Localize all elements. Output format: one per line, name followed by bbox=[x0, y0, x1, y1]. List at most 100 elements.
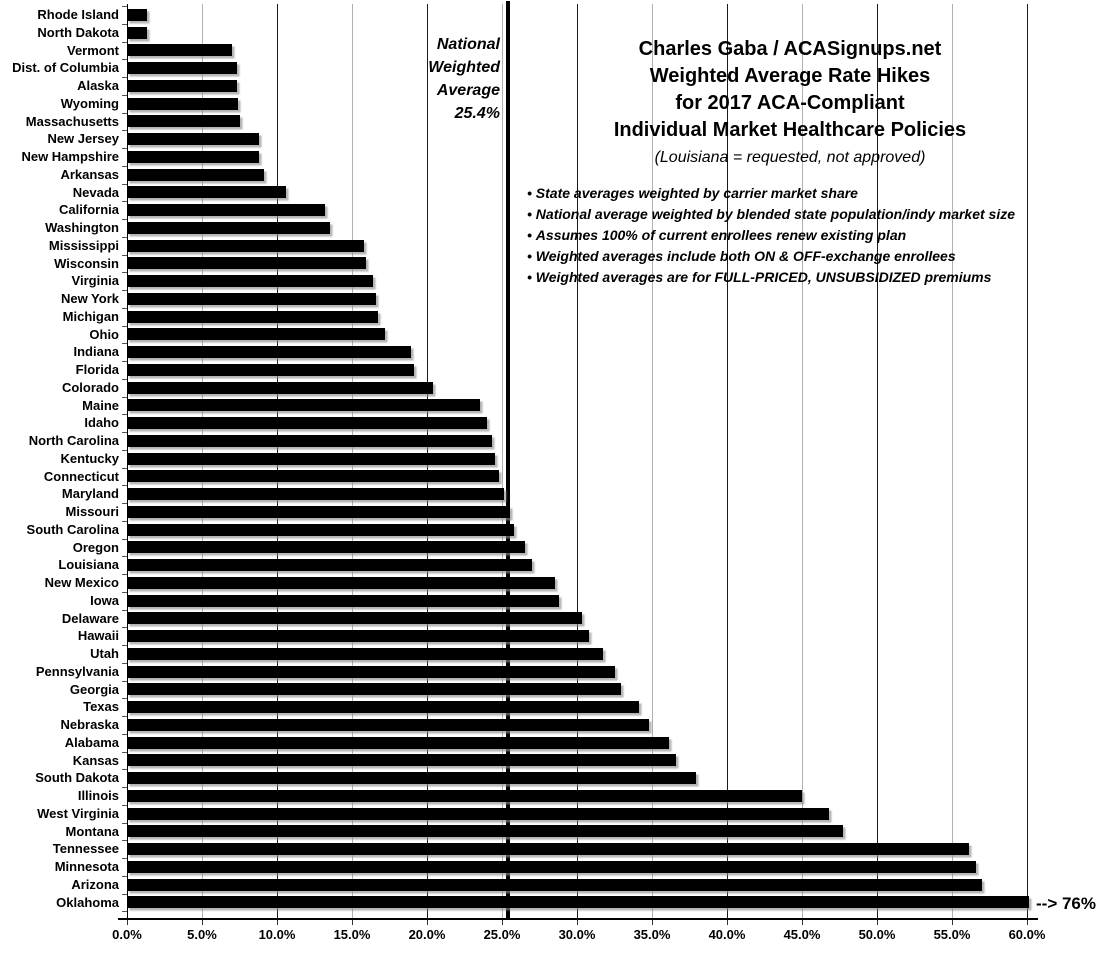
y-axis-tick bbox=[122, 378, 127, 380]
y-axis-tick bbox=[122, 751, 127, 753]
bar-georgia bbox=[127, 683, 621, 696]
bar-florida bbox=[127, 363, 414, 376]
state-label: Louisiana bbox=[58, 557, 119, 573]
methodology-note: Assumes 100% of current enrollees renew … bbox=[527, 225, 1092, 246]
bar-michigan bbox=[127, 310, 378, 323]
y-axis-tick bbox=[122, 538, 127, 540]
bar-south-carolina bbox=[127, 523, 514, 536]
bar-hawaii bbox=[127, 630, 589, 643]
bar-minnesota bbox=[127, 860, 976, 873]
bar-connecticut bbox=[127, 470, 499, 483]
bar-tennessee bbox=[127, 843, 969, 856]
y-axis-tick bbox=[122, 272, 127, 274]
bar-california bbox=[127, 204, 325, 217]
x-axis-label: 0.0% bbox=[112, 927, 142, 942]
state-label: Kentucky bbox=[60, 450, 119, 466]
y-axis-tick bbox=[122, 787, 127, 788]
y-axis-tick bbox=[122, 574, 127, 575]
y-axis-tick bbox=[122, 893, 127, 895]
chart-title-line: for 2017 ACA-Compliant bbox=[675, 92, 905, 114]
x-axis-tick bbox=[727, 920, 728, 925]
x-axis-label: 10.0% bbox=[258, 927, 296, 942]
minor-gridline bbox=[652, 4, 653, 918]
chart-title-line: Charles Gaba / ACASignups.net bbox=[638, 38, 942, 60]
y-axis-tick bbox=[122, 396, 127, 398]
x-axis-tick bbox=[652, 920, 653, 925]
y-axis-tick bbox=[122, 254, 127, 256]
bar-west-virginia bbox=[127, 807, 829, 820]
major-gridline bbox=[1027, 4, 1028, 918]
methodology-notes: State averages weighted by carrier marke… bbox=[527, 183, 1092, 288]
state-label: Tennessee bbox=[52, 841, 119, 857]
y-axis-tick bbox=[122, 290, 127, 291]
bar-maine bbox=[127, 399, 480, 412]
bar-kansas bbox=[127, 754, 676, 767]
y-axis-tick bbox=[122, 503, 127, 504]
bar-utah bbox=[127, 647, 603, 660]
x-axis-tick bbox=[952, 920, 953, 925]
oklahoma-value-annotation: --> 76% bbox=[1036, 894, 1096, 913]
state-label: Alabama bbox=[64, 734, 119, 750]
y-axis-tick bbox=[122, 662, 127, 664]
bar-indiana bbox=[127, 346, 411, 359]
y-axis-tick bbox=[122, 59, 127, 61]
y-axis-tick bbox=[122, 840, 127, 842]
state-label: Idaho bbox=[84, 415, 119, 431]
state-label: Nebraska bbox=[60, 717, 119, 732]
x-axis-tick bbox=[127, 920, 128, 925]
state-label: Hawaii bbox=[77, 628, 119, 644]
state-label: Illinois bbox=[77, 788, 119, 803]
bar-arizona bbox=[127, 878, 982, 891]
x-axis-label: 20.0% bbox=[408, 927, 446, 942]
bar-virginia bbox=[127, 275, 373, 288]
bar-alaska bbox=[127, 79, 237, 92]
y-axis-tick bbox=[122, 680, 127, 682]
bar-wisconsin bbox=[127, 257, 366, 270]
state-label: South Carolina bbox=[26, 521, 119, 537]
bar-nevada bbox=[127, 186, 286, 199]
state-label: Oregon bbox=[72, 539, 119, 555]
bar-idaho bbox=[127, 417, 487, 430]
bar-new-mexico bbox=[127, 576, 555, 589]
y-axis-tick bbox=[122, 165, 127, 167]
chart-title-line: Weighted Average Rate Hikes bbox=[649, 65, 931, 87]
y-axis-tick bbox=[122, 130, 127, 132]
x-axis-label: 5.0% bbox=[187, 927, 217, 942]
y-axis-tick bbox=[122, 236, 127, 238]
state-label: Wisconsin bbox=[54, 255, 119, 271]
y-axis-tick bbox=[122, 875, 127, 877]
methodology-note: Weighted averages include both ON & OFF-… bbox=[527, 246, 1092, 267]
y-axis-tick bbox=[122, 414, 127, 416]
x-axis-tick bbox=[502, 920, 503, 925]
y-axis-tick bbox=[122, 148, 127, 149]
y-axis-tick bbox=[122, 645, 127, 646]
y-axis-tick bbox=[122, 112, 127, 114]
bar-missouri bbox=[127, 505, 510, 518]
x-axis-label: 40.0% bbox=[708, 927, 746, 942]
y-axis-tick bbox=[122, 183, 127, 185]
x-axis-tick bbox=[802, 920, 803, 925]
x-axis-label: 30.0% bbox=[558, 927, 596, 942]
state-label: Michigan bbox=[62, 308, 119, 324]
state-label: Connecticut bbox=[43, 468, 119, 484]
x-axis-tick bbox=[1027, 920, 1028, 925]
y-axis-tick bbox=[122, 804, 127, 806]
bar-kentucky bbox=[127, 452, 495, 465]
state-label: Alaska bbox=[77, 78, 119, 93]
bar-alabama bbox=[127, 736, 669, 749]
major-gridline bbox=[727, 4, 728, 918]
x-axis-tick bbox=[877, 920, 878, 925]
y-axis-tick bbox=[122, 23, 127, 25]
y-axis-tick bbox=[122, 556, 127, 558]
state-label: North Carolina bbox=[28, 433, 119, 448]
state-label: Virginia bbox=[71, 273, 119, 289]
x-axis-label: 55.0% bbox=[933, 927, 971, 942]
bar-north-carolina bbox=[127, 434, 492, 447]
national-average-label-line: National bbox=[436, 36, 500, 53]
y-axis-tick bbox=[122, 361, 127, 362]
state-label: Dist. of Columbia bbox=[12, 60, 119, 76]
x-axis-tick bbox=[352, 920, 353, 925]
major-gridline bbox=[877, 4, 878, 918]
y-axis-tick bbox=[122, 627, 127, 629]
